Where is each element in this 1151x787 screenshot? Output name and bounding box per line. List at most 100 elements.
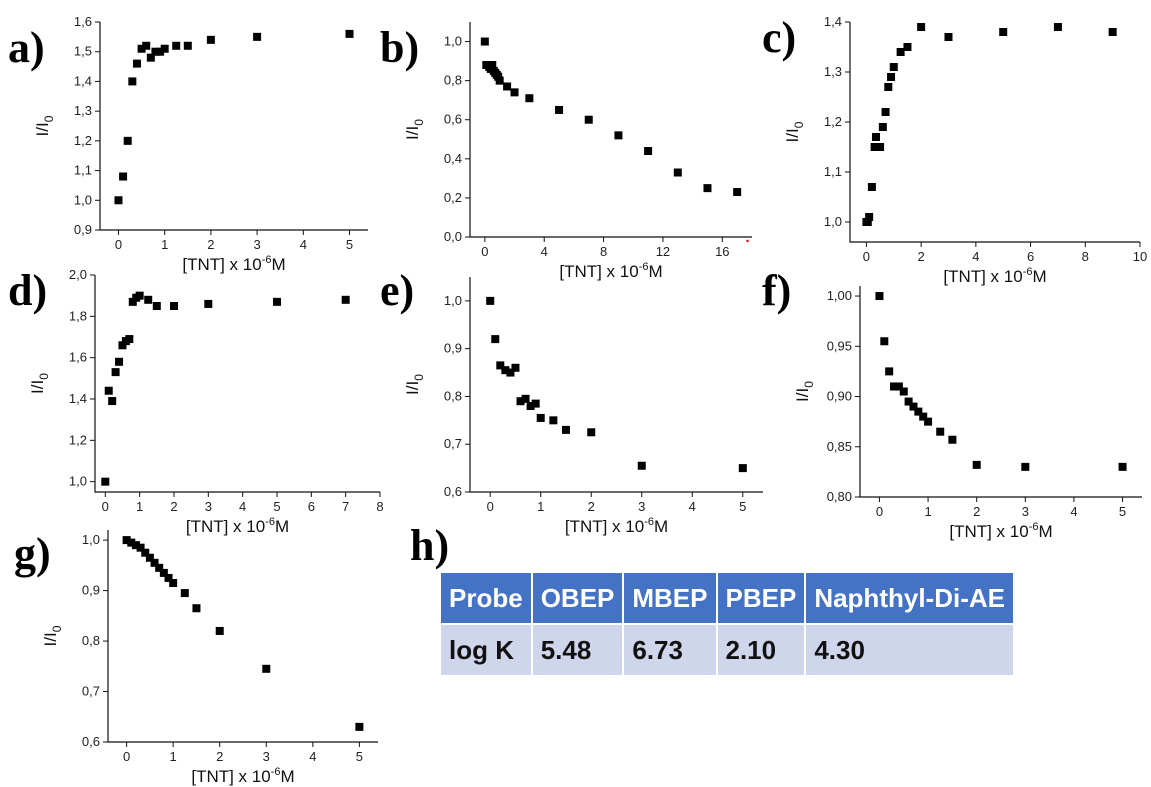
data-point bbox=[141, 548, 150, 557]
panel-letter: d) bbox=[8, 266, 47, 315]
data-point bbox=[496, 361, 505, 370]
y-tick-label: 0,2 bbox=[444, 190, 462, 205]
data-point bbox=[894, 382, 903, 391]
data-point bbox=[183, 41, 192, 50]
axis-lines bbox=[849, 22, 1140, 243]
data-point bbox=[151, 47, 160, 56]
data-point bbox=[115, 357, 124, 366]
y-axis-label: I/I0 bbox=[403, 119, 426, 140]
data-point bbox=[867, 183, 876, 191]
x-tick-label: 6 bbox=[308, 499, 315, 514]
x-tick-label: 4 bbox=[541, 244, 548, 259]
x-tick-label: 0 bbox=[115, 237, 122, 252]
data-point bbox=[876, 143, 885, 151]
x-tick-label: 4 bbox=[300, 237, 307, 252]
data-point bbox=[355, 722, 364, 731]
x-tick-label: 8 bbox=[376, 499, 383, 514]
y-tick-label: 1,6 bbox=[69, 350, 87, 365]
data-point bbox=[169, 302, 178, 310]
panel-letter: e) bbox=[380, 266, 414, 315]
data-point bbox=[114, 196, 123, 205]
data-point bbox=[127, 538, 136, 547]
value-cell-pbep: 2.10 bbox=[716, 623, 807, 675]
data-point bbox=[587, 428, 596, 437]
data-point bbox=[156, 47, 165, 56]
y-tick-label: 0,7 bbox=[82, 684, 100, 699]
data-point bbox=[501, 366, 510, 375]
y-tick-label: 1,4 bbox=[69, 391, 87, 406]
y-tick-label: 0,6 bbox=[82, 734, 100, 749]
data-point bbox=[253, 32, 262, 41]
data-point bbox=[1021, 462, 1030, 471]
y-tick-label: 1,0 bbox=[69, 474, 87, 489]
data-point bbox=[272, 297, 281, 306]
data-point bbox=[878, 123, 887, 131]
data-point bbox=[164, 573, 173, 582]
x-axis-label: [TNT] x 10-6M bbox=[565, 516, 668, 536]
x-tick-label: 4 bbox=[1070, 504, 1077, 519]
y-tick-label: 1,2 bbox=[74, 133, 92, 148]
data-point bbox=[128, 77, 137, 86]
data-point bbox=[999, 28, 1008, 36]
data-point bbox=[160, 44, 169, 53]
panel-letter: c) bbox=[762, 13, 796, 62]
x-axis-label: [TNT] x 10-6M bbox=[182, 254, 285, 274]
stray-mark bbox=[746, 239, 749, 243]
chart-panel-5: e) 0 1 2 3 4 5 0,6 0,7 0,8 0,9 1,0 [TNT] x 10-6M I/I0 bbox=[380, 266, 763, 536]
x-tick-label: 5 bbox=[273, 499, 280, 514]
data-point bbox=[738, 464, 747, 473]
x-tick-label: 5 bbox=[346, 237, 353, 252]
data-point bbox=[972, 460, 981, 469]
table-header-row: Probe OBEP MBEP PBEP Naphthyl-Di-AE bbox=[441, 573, 1013, 624]
x-tick-label: 5 bbox=[356, 749, 363, 764]
data-point bbox=[506, 368, 515, 377]
data-point bbox=[673, 168, 682, 177]
data-point bbox=[521, 394, 530, 403]
data-point bbox=[884, 83, 893, 91]
y-tick-label: 0,90 bbox=[827, 389, 852, 404]
x-tick-label: 7 bbox=[342, 499, 349, 514]
x-tick-label: 10 bbox=[1133, 249, 1147, 264]
y-axis-label: I/I0 bbox=[403, 374, 426, 395]
axis-lines bbox=[94, 275, 380, 493]
y-tick-label: 1,0 bbox=[444, 293, 462, 308]
data-point bbox=[536, 413, 545, 422]
data-point bbox=[146, 53, 155, 62]
x-tick-label: 16 bbox=[715, 244, 729, 259]
data-point bbox=[733, 188, 742, 197]
axis-lines bbox=[469, 22, 752, 238]
y-tick-label: 1,5 bbox=[74, 44, 92, 59]
x-tick-label: 0 bbox=[102, 499, 109, 514]
y-tick-label: 1,3 bbox=[824, 64, 842, 79]
x-tick-label: 6 bbox=[1027, 249, 1034, 264]
y-tick-label: 0,7 bbox=[444, 436, 462, 451]
y-axis-label: I/I0 bbox=[41, 625, 64, 646]
y-tick-label: 1,0 bbox=[824, 214, 842, 229]
data-point bbox=[863, 218, 872, 226]
x-tick-label: 12 bbox=[656, 244, 670, 259]
data-point bbox=[486, 296, 495, 305]
data-point bbox=[128, 297, 137, 306]
y-axis-label: I/I0 bbox=[33, 115, 56, 136]
x-tick-label: 0 bbox=[876, 504, 883, 519]
data-point bbox=[511, 363, 520, 372]
data-point bbox=[948, 435, 957, 444]
data-point bbox=[561, 425, 570, 434]
value-cell-obep: 5.48 bbox=[531, 623, 625, 675]
x-axis-label: [TNT] x 10-6M bbox=[191, 766, 294, 786]
y-tick-label: 1,2 bbox=[69, 432, 87, 447]
data-point bbox=[172, 41, 181, 50]
y-tick-label: 0,8 bbox=[82, 633, 100, 648]
panel-letter: f) bbox=[762, 266, 791, 315]
data-point bbox=[204, 299, 213, 308]
x-tick-label: 2 bbox=[588, 499, 595, 514]
y-tick-label: 1,8 bbox=[69, 308, 87, 323]
x-axis-label: [TNT] x 10-6M bbox=[559, 261, 662, 281]
data-point bbox=[944, 33, 953, 41]
x-tick-label: 5 bbox=[1119, 504, 1126, 519]
data-point bbox=[119, 172, 128, 181]
row-label-log-k: log K bbox=[441, 623, 533, 675]
x-tick-label: 1 bbox=[537, 499, 544, 514]
chart-panel-1: a) 0 1 2 3 4 5 0,9 1,0 1,1 1,2 1,3 1,4 1,5 1,6 [TNT] x … bbox=[8, 14, 368, 274]
x-tick-label: 5 bbox=[739, 499, 746, 514]
